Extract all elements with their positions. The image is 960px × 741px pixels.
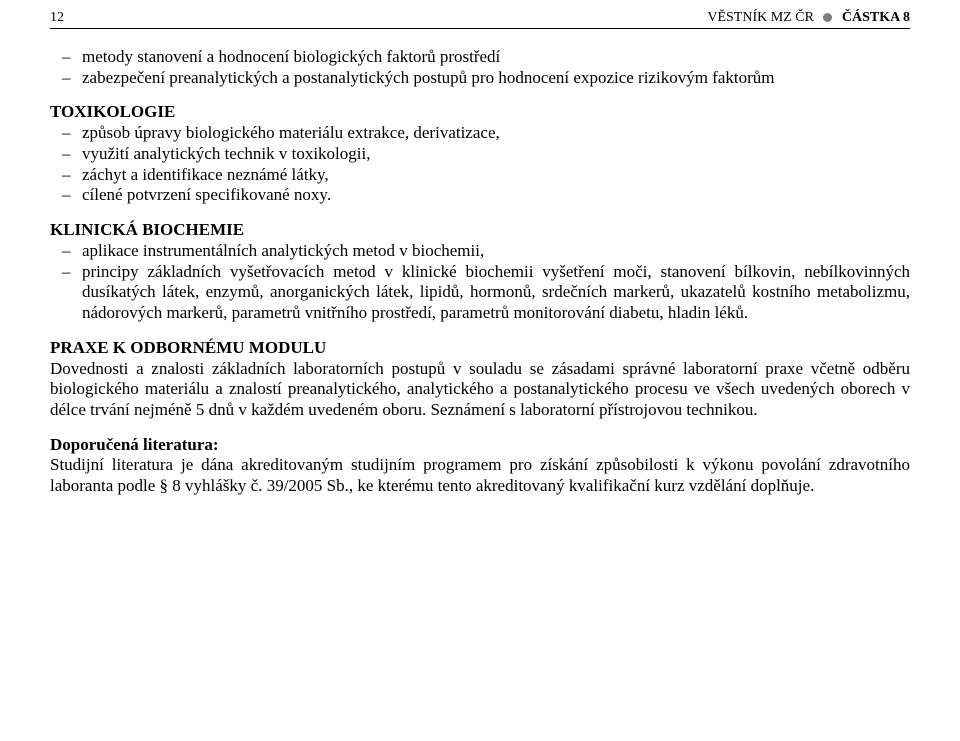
section-biochemie: KLINICKÁ BIOCHEMIE aplikace instrumentál…: [50, 220, 910, 324]
journal-part: ČÁSTKA 8: [842, 10, 910, 25]
list-item: zabezpečení preanalytických a postanalyt…: [82, 68, 910, 89]
section-body: Dovednosti a znalosti základních laborat…: [50, 359, 910, 421]
section-heading: KLINICKÁ BIOCHEMIE: [50, 220, 910, 241]
intro-list: metody stanovení a hodnocení biologickýc…: [50, 47, 910, 88]
section-toxikologie: TOXIKOLOGIE způsob úpravy biologického m…: [50, 102, 910, 206]
list-item: metody stanovení a hodnocení biologickýc…: [82, 47, 910, 68]
list-item: principy základních vyšetřovacích metod …: [82, 262, 910, 324]
section-praxe: PRAXE K ODBORNÉMU MODULU Dovednosti a zn…: [50, 338, 910, 421]
list-item: aplikace instrumentálních analytických m…: [82, 241, 910, 262]
page-number: 12: [50, 10, 64, 26]
section-heading: TOXIKOLOGIE: [50, 102, 910, 123]
list-item: způsob úpravy biologického materiálu ext…: [82, 123, 910, 144]
section-heading: Doporučená literatura:: [50, 435, 910, 456]
section-list: aplikace instrumentálních analytických m…: [50, 241, 910, 324]
section-body: Studijní literatura je dána akreditovaný…: [50, 455, 910, 496]
page: 12 VĚSTNÍK MZ ČR ČÁSTKA 8 metody stanove…: [0, 0, 960, 741]
section-literature: Doporučená literatura: Studijní literatu…: [50, 435, 910, 497]
list-item: záchyt a identifikace neznámé látky,: [82, 165, 910, 186]
header-right: VĚSTNÍK MZ ČR ČÁSTKA 8: [707, 10, 910, 26]
page-header: 12 VĚSTNÍK MZ ČR ČÁSTKA 8: [50, 10, 910, 29]
list-item: cílené potvrzení specifikované noxy.: [82, 185, 910, 206]
journal-title: VĚSTNÍK MZ ČR: [707, 10, 814, 25]
section-list: způsob úpravy biologického materiálu ext…: [50, 123, 910, 206]
section-heading: PRAXE K ODBORNÉMU MODULU: [50, 338, 910, 359]
list-item: využití analytických technik v toxikolog…: [82, 144, 910, 165]
bullet-icon: [823, 13, 832, 22]
